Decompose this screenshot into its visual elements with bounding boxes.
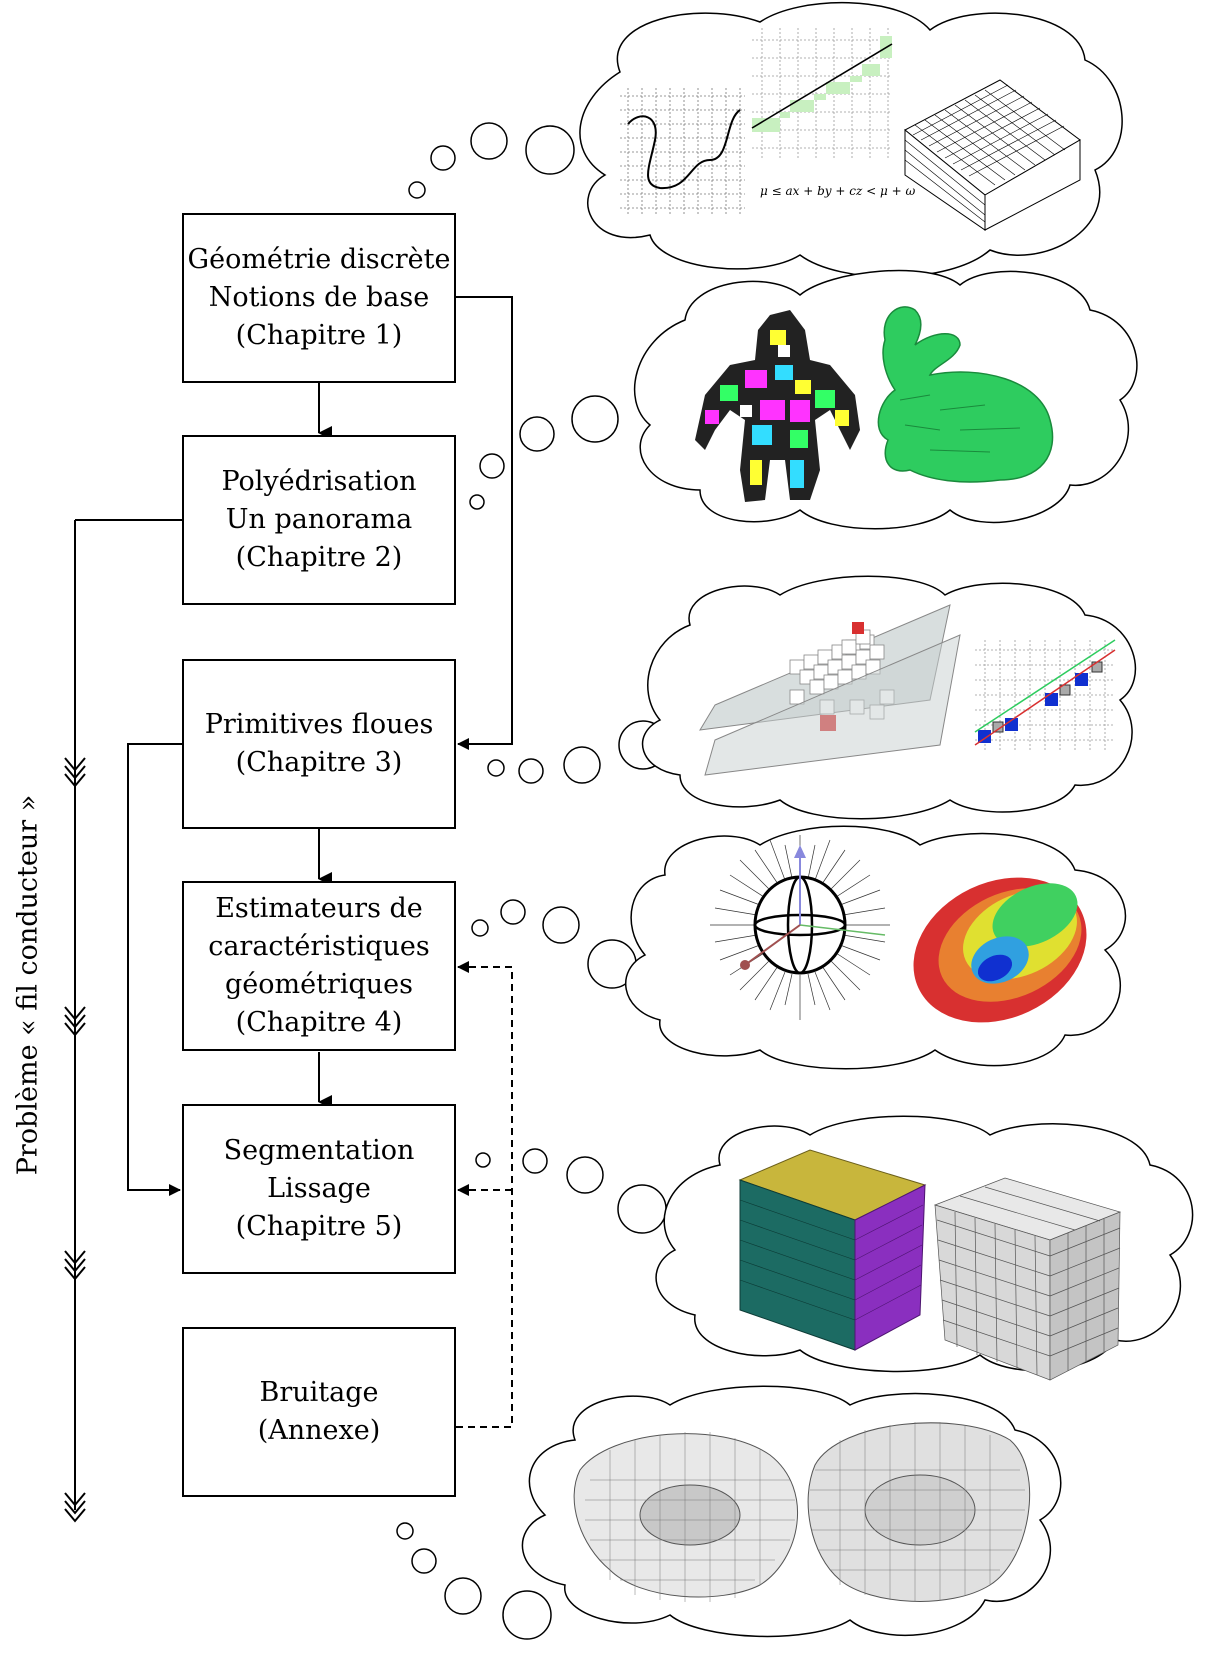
gray-voxel-cube xyxy=(933,1177,1122,1381)
digital-line-plot xyxy=(751,28,893,160)
chevron-marker-3 xyxy=(64,1250,86,1281)
box-4-line-3: géométriques xyxy=(225,969,413,1000)
segmented-armadillo xyxy=(695,310,860,502)
box-6-line-1: Bruitage xyxy=(259,1377,379,1408)
digital-plane-formula: μ ≤ ax + by + cz < μ + ω xyxy=(760,184,915,198)
box-1-line-3: (Chapitre 1) xyxy=(235,320,403,351)
segmented-cube xyxy=(738,1149,927,1351)
thought-bubbles xyxy=(396,122,668,1640)
box-chapitre-5: Segmentation Lissage (Chapitre 5) xyxy=(182,1104,456,1274)
noisy-voxel-shell-1 xyxy=(573,1432,799,1602)
box-chapitre-3: Primitives floues (Chapitre 3) xyxy=(182,659,456,829)
box-3-line-2: (Chapitre 3) xyxy=(235,747,403,778)
cloud-6 xyxy=(521,1385,1062,1638)
cloud-3 xyxy=(641,575,1136,820)
sphere-normals xyxy=(710,835,890,1020)
box-6-line-2: (Annexe) xyxy=(257,1415,381,1446)
cloud-1: μ ≤ ax + by + cz < μ + ω xyxy=(579,2,1123,278)
flow-arrows xyxy=(127,296,513,1196)
voxel-staircase xyxy=(904,79,1081,231)
box-chapitre-4: Estimateurs de caractéristiques géométri… xyxy=(182,881,456,1051)
box-2-line-3: (Chapitre 2) xyxy=(235,542,403,573)
box-chapitre-2: Polyédrisation Un panorama (Chapitre 2) xyxy=(182,435,456,605)
box-1-line-1: Géométrie discrète xyxy=(187,244,451,275)
cloud-4 xyxy=(625,825,1127,1070)
cloud-5 xyxy=(655,1115,1194,1381)
arrow-ch1-to-ch3 xyxy=(456,296,513,750)
side-label-text: Problème « fil conducteur » xyxy=(12,794,44,1176)
box-1-line-2: Notions de base xyxy=(208,282,430,313)
arrow-ch3-to-ch5 xyxy=(127,743,182,1196)
dashed-annexe-trunk xyxy=(456,967,513,1428)
noisy-voxel-shell-2 xyxy=(807,1422,1031,1602)
box-4-line-2: caractéristiques xyxy=(208,931,430,962)
box-3-line-1: Primitives floues xyxy=(204,709,434,740)
chevron-marker-2 xyxy=(64,1006,86,1037)
chevron-marker-1 xyxy=(64,757,86,788)
box-2-line-2: Un panorama xyxy=(225,504,413,535)
box-4-line-4: (Chapitre 4) xyxy=(235,1007,403,1038)
box-annexe: Bruitage (Annexe) xyxy=(182,1327,456,1497)
digital-segment-grid xyxy=(974,639,1116,750)
curvature-blob xyxy=(913,877,1087,1023)
box-chapitre-1: Géométrie discrète Notions de base (Chap… xyxy=(182,213,456,383)
chevron-marker-4 xyxy=(64,1492,86,1523)
fil-conducteur-axis xyxy=(64,519,182,1523)
box-5-line-3: (Chapitre 5) xyxy=(235,1211,403,1242)
box-4-line-1: Estimateurs de xyxy=(215,893,423,924)
box-2-line-1: Polyédrisation xyxy=(221,466,417,497)
box-5-line-2: Lissage xyxy=(267,1173,371,1204)
box-5-line-1: Segmentation xyxy=(223,1135,415,1166)
cloud-2 xyxy=(634,269,1138,530)
dashed-arrows xyxy=(456,961,513,1428)
voxel-between-planes xyxy=(699,604,961,776)
green-bunny xyxy=(877,306,1054,483)
